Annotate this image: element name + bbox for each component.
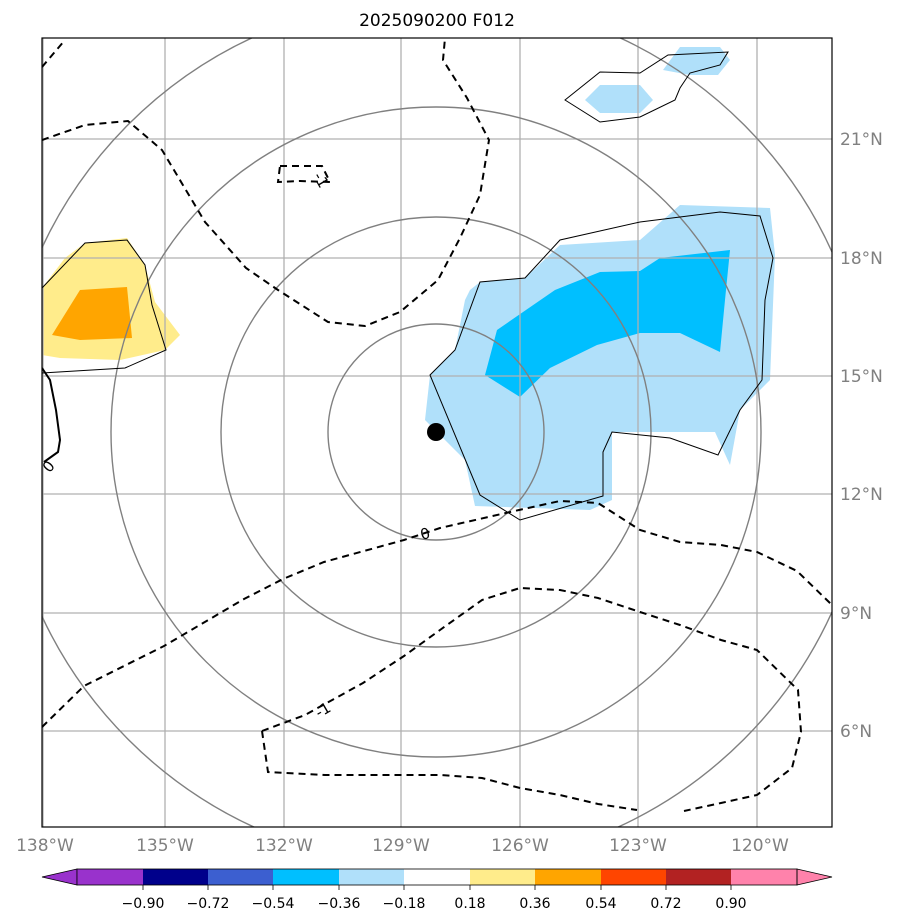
colorbar-bin bbox=[208, 869, 273, 885]
colorbar-tick-label: −0.36 bbox=[318, 896, 361, 912]
colorbar-tick-label: 0.90 bbox=[715, 896, 746, 912]
colorbar-bin bbox=[273, 869, 339, 885]
colorbar-bin bbox=[535, 869, 601, 885]
colorbar-tick-label: −0.72 bbox=[187, 896, 230, 912]
colorbar-over-triangle bbox=[796, 868, 833, 886]
contour-label-minus-one-north: -1 bbox=[309, 169, 332, 191]
negative-anomaly-region-core bbox=[485, 250, 730, 397]
colorbar-tick-label: 0.54 bbox=[585, 896, 616, 912]
colorbar-bin bbox=[470, 869, 535, 885]
lon-label: 132°W bbox=[255, 836, 313, 856]
storm-center-marker bbox=[427, 423, 445, 441]
colorbar-bin bbox=[404, 869, 470, 885]
bold-contour-west bbox=[42, 367, 62, 463]
lat-label: 18°N bbox=[840, 249, 883, 269]
lon-label: 129°W bbox=[372, 836, 430, 856]
colorbar-tick-label: −0.54 bbox=[252, 896, 295, 912]
lon-label: 138°W bbox=[16, 836, 74, 856]
range-rings bbox=[42, 38, 832, 827]
shaded-fields bbox=[42, 47, 775, 510]
colorbar-bin bbox=[601, 869, 666, 885]
dashed-contours bbox=[42, 38, 832, 812]
map-frame bbox=[41, 37, 833, 828]
colorbar: −0.90 −0.72 −0.54 −0.36 −0.18 0.18 0.36 … bbox=[41, 868, 833, 912]
longitude-labels: 138°W 135°W 132°W 129°W 126°W 123°W 120°… bbox=[16, 836, 789, 856]
lat-label: 12°N bbox=[840, 485, 883, 505]
positive-anomaly-region-west-core bbox=[52, 287, 132, 340]
colorbar-bin bbox=[731, 869, 797, 885]
negative-anomaly-region-north bbox=[585, 85, 653, 113]
colorbar-bin bbox=[77, 869, 143, 885]
lat-label: 21°N bbox=[840, 130, 883, 150]
colorbar-tick-label: −0.18 bbox=[383, 896, 426, 912]
colorbar-tick-label: 0.36 bbox=[519, 896, 550, 912]
colorbar-bin bbox=[339, 869, 404, 885]
colorbar-frame bbox=[76, 868, 798, 886]
lon-label: 126°W bbox=[491, 836, 549, 856]
colorbar-tick-label: 0.72 bbox=[650, 896, 681, 912]
lat-label: 15°N bbox=[840, 367, 883, 387]
colorbar-tick-label: 0.18 bbox=[454, 896, 485, 912]
lon-label: 123°W bbox=[609, 836, 667, 856]
negative-anomaly-region-main bbox=[425, 205, 775, 510]
graticule bbox=[42, 38, 832, 827]
lat-label: 9°N bbox=[840, 604, 872, 624]
contour-label-zero-south: 0 bbox=[418, 524, 432, 544]
solid-contours bbox=[42, 51, 774, 521]
colorbar-under-triangle bbox=[41, 868, 78, 886]
lon-label: 135°W bbox=[136, 836, 194, 856]
lon-label: 120°W bbox=[731, 836, 789, 856]
colorbar-tick-label: −0.90 bbox=[122, 896, 165, 912]
latitude-labels: 21°N 18°N 15°N 12°N 9°N 6°N bbox=[840, 130, 883, 742]
map-title: 2025090200 F012 bbox=[359, 11, 515, 31]
lat-label: 6°N bbox=[840, 722, 872, 742]
colorbar-bin bbox=[143, 869, 208, 885]
colorbar-bin bbox=[666, 869, 731, 885]
